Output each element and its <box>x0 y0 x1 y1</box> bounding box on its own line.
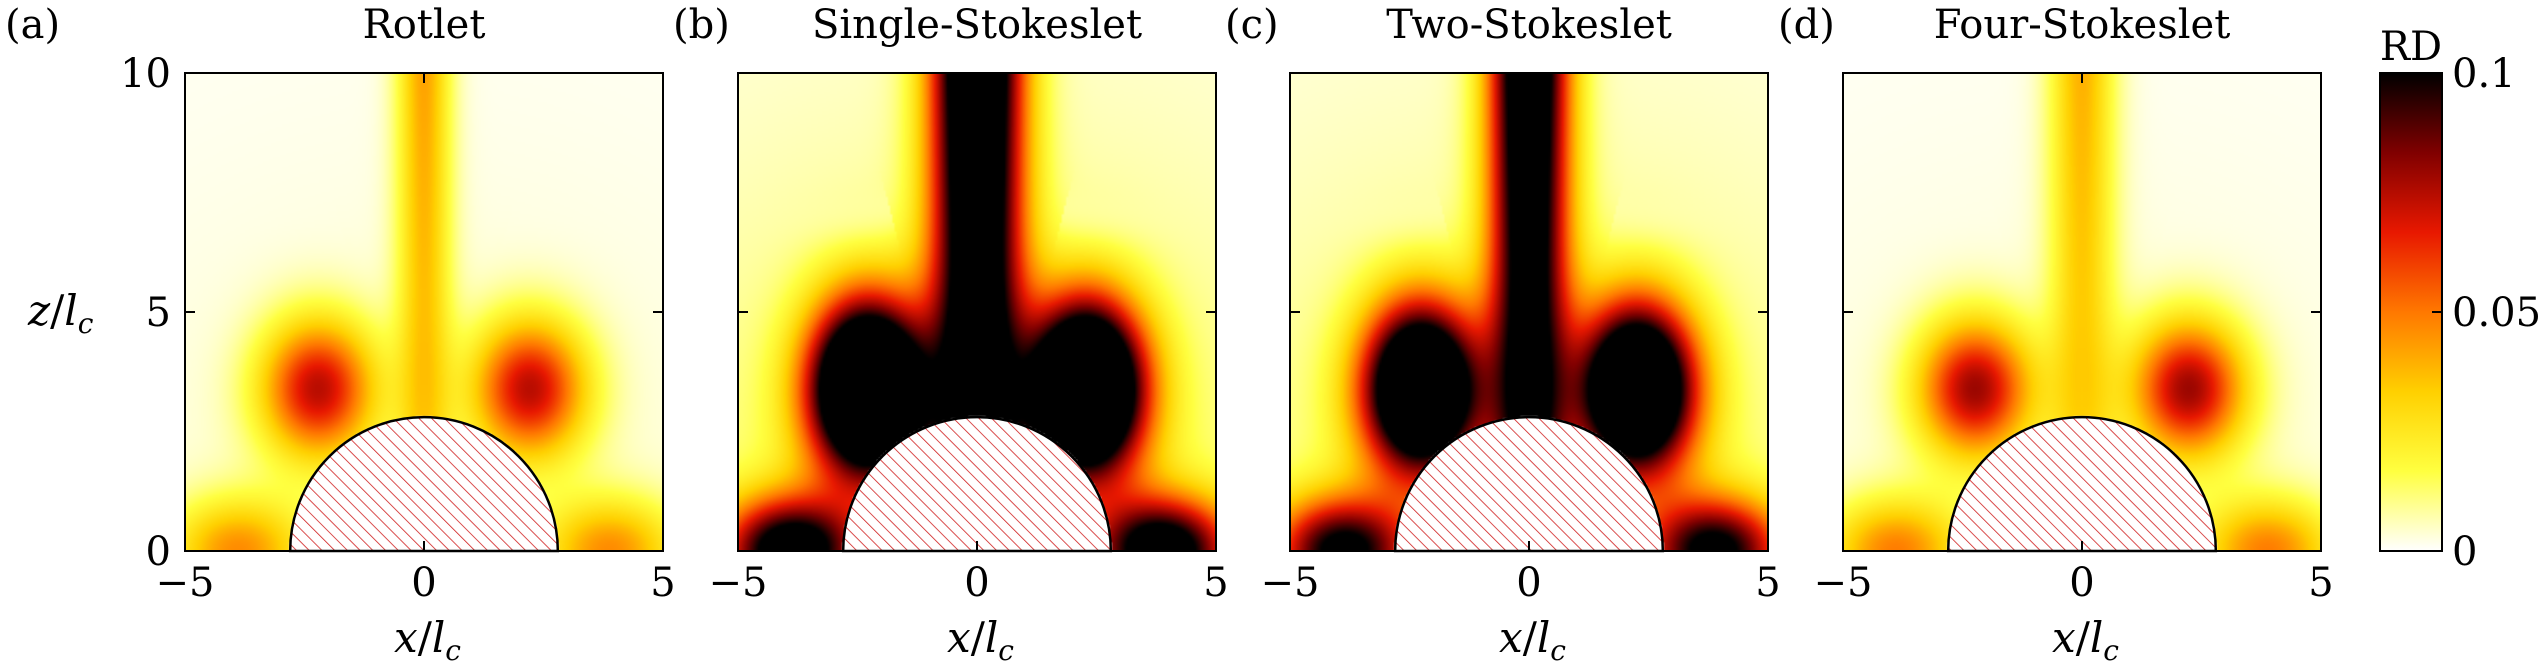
panel-2: −5 0 5 (b) Single-Stokeslet x/lc <box>673 2 1229 665</box>
y-tick-label: 5 <box>146 290 171 336</box>
x-tick-label: −5 <box>709 560 768 606</box>
panel-3: −5 0 5 (c) Two-Stokeslet x/lc <box>1225 2 1781 665</box>
obstacle <box>1946 415 2218 553</box>
x-tick-label: −5 <box>1814 560 1873 606</box>
colorbar-label: RD <box>2380 24 2442 70</box>
x-tick-label: 0 <box>2069 560 2094 606</box>
x-axis-label: x/lc <box>2052 613 2119 665</box>
x-tick-label: 5 <box>650 560 675 606</box>
obstacle <box>1393 415 1665 553</box>
x-tick-label: 0 <box>1516 560 1541 606</box>
y-tick-label: 10 <box>120 51 171 97</box>
panel-label: (d) <box>1778 2 1835 48</box>
x-tick-label: 5 <box>1203 560 1228 606</box>
panel-title: Two-Stokeslet <box>1386 2 1672 48</box>
x-axis-label: x/lc <box>947 613 1014 665</box>
x-tick-label: 0 <box>411 560 436 606</box>
x-tick-label: 5 <box>1755 560 1780 606</box>
colorbar-tick-label: 0.1 <box>2452 51 2516 97</box>
colorbar-tick-label: 0 <box>2452 529 2477 575</box>
obstacle <box>841 415 1113 553</box>
panel-title: Rotlet <box>363 2 486 48</box>
panel-label: (c) <box>1225 2 1279 48</box>
panel-4: −5 0 5 (d) Four-Stokeslet x/lc <box>1778 2 2334 665</box>
y-tick-label: 0 <box>146 529 171 575</box>
x-tick-label: 5 <box>2308 560 2333 606</box>
x-tick-label: −5 <box>1261 560 1320 606</box>
colorbar: 0 0.05 0.1RD <box>2379 24 2541 575</box>
obstacle <box>288 415 560 553</box>
colorbar-gradient <box>2379 72 2443 552</box>
panel-label: (b) <box>673 2 730 48</box>
x-tick-label: −5 <box>156 560 215 606</box>
panel-label: (a) <box>5 2 60 48</box>
x-tick-label: 0 <box>964 560 989 606</box>
panel-title: Single-Stokeslet <box>812 2 1142 48</box>
colorbar-tick-label: 0.05 <box>2452 290 2541 336</box>
y-axis-label: z/lc <box>27 286 94 340</box>
panel-title: Four-Stokeslet <box>1934 2 2231 48</box>
x-axis-label: x/lc <box>394 613 461 665</box>
x-axis-label: x/lc <box>1499 613 1566 665</box>
